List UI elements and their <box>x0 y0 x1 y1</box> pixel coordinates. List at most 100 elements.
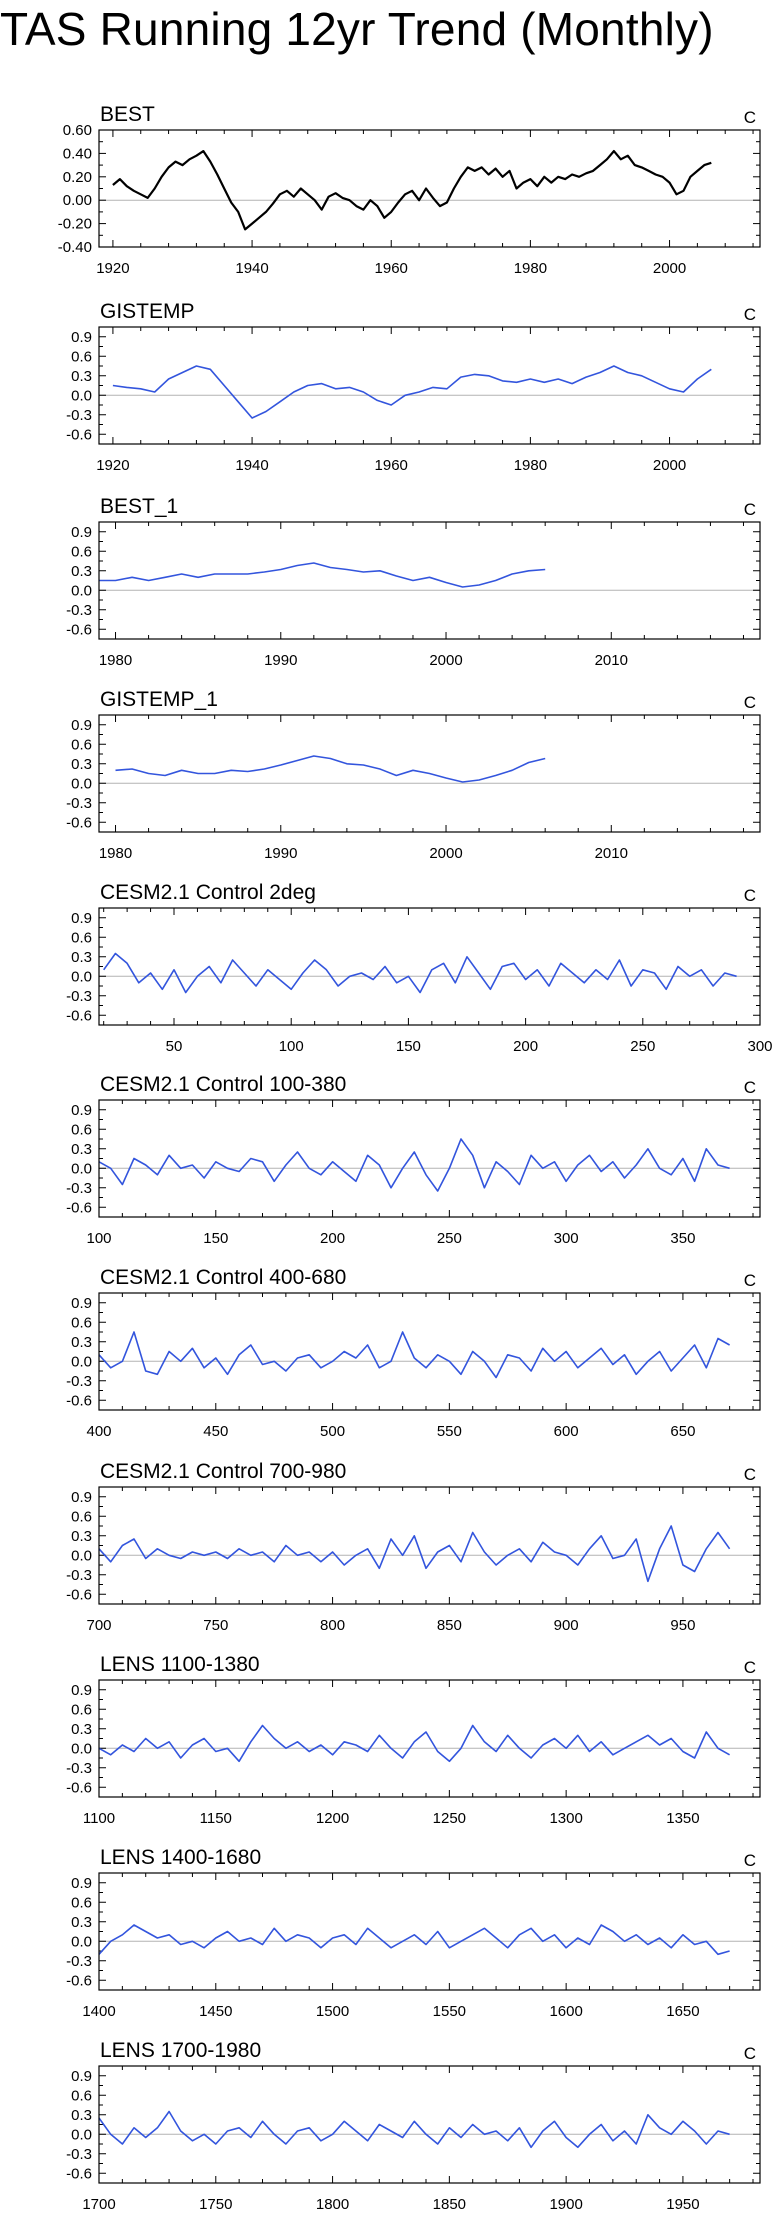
y-tick-label: 0.0 <box>71 582 92 599</box>
y-tick-label: 0.6 <box>71 543 92 560</box>
y-tick-label: 0.0 <box>71 968 92 985</box>
chart-panel-8: CESM2.1 Control 700-980 C -0.6 -0.3 0.0 0.3 0.… <box>66 1460 761 1634</box>
x-tick-label: 1980 <box>99 845 132 862</box>
series-line <box>112 150 712 231</box>
series-line <box>98 1525 731 1583</box>
x-tick-label: 1300 <box>549 1810 582 1827</box>
x-tick-label: 950 <box>670 1617 695 1634</box>
y-tick-label: 0.9 <box>71 910 92 927</box>
y-tick-label: 0.0 <box>71 1160 92 1177</box>
y-tick-label: -0.3 <box>66 407 92 424</box>
y-tick-label: 0.0 <box>71 1933 92 1950</box>
x-tick-label: 350 <box>670 1230 695 1247</box>
y-tick-label: 0.40 <box>63 145 92 162</box>
y-tick-label: 0.3 <box>71 756 92 773</box>
series-line <box>103 952 737 994</box>
y-tick-label: 0.3 <box>71 368 92 385</box>
y-tick-label: -0.6 <box>66 621 92 638</box>
units-label: C <box>744 1271 756 1290</box>
y-tick-label: -0.3 <box>66 988 92 1005</box>
chart-panel-11: LENS 1700-1980 C -0.6 -0.3 0.0 0.3 0.6 0.9 1700 1… <box>66 2039 761 2213</box>
chart-title: CESM2.1 Control 100-380 <box>100 1073 346 1096</box>
y-tick-label: 0.6 <box>71 1894 92 1911</box>
chart-title: LENS 1400-1680 <box>100 1846 261 1869</box>
y-tick-label: 0.3 <box>71 1914 92 1931</box>
y-tick-label: -0.6 <box>66 814 92 831</box>
x-tick-label: 1980 <box>99 652 132 669</box>
y-tick-label: -0.3 <box>66 2146 92 2163</box>
y-tick-label: -0.3 <box>66 795 92 812</box>
chart-panel-6: CESM2.1 Control 100-380 C -0.6 -0.3 0.0 0.3 0.… <box>66 1073 761 1247</box>
y-tick-label: 0.9 <box>71 1102 92 1119</box>
y-tick-label: 0.3 <box>71 1721 92 1738</box>
y-tick-label: 0.3 <box>71 1141 92 1158</box>
y-tick-label: 0.9 <box>71 717 92 734</box>
y-tick-label: -0.6 <box>66 1972 92 1989</box>
y-tick-label: 0.0 <box>71 387 92 404</box>
x-tick-label: 200 <box>513 1038 538 1055</box>
x-tick-label: 600 <box>554 1423 579 1440</box>
y-tick-label: -0.3 <box>66 1373 92 1390</box>
chart-title: LENS 1100-1380 <box>100 1653 260 1676</box>
x-tick-label: 100 <box>86 1230 111 1247</box>
y-tick-label: -0.3 <box>66 1567 92 1584</box>
x-tick-label: 1960 <box>375 457 408 474</box>
x-tick-label: 1940 <box>235 457 268 474</box>
units-label: C <box>744 1078 756 1097</box>
units-label: C <box>744 1658 756 1677</box>
x-tick-label: 850 <box>437 1617 462 1634</box>
x-tick-label: 2010 <box>595 652 628 669</box>
series-line <box>115 755 546 783</box>
plot-frame <box>98 1872 761 1991</box>
y-tick-label: 0.0 <box>71 1547 92 1564</box>
chart-title: BEST <box>100 103 155 126</box>
x-tick-label: 1800 <box>316 2196 349 2213</box>
x-tick-label: 750 <box>203 1617 228 1634</box>
series-line <box>98 1724 730 1763</box>
y-tick-label: 0.60 <box>63 122 92 139</box>
x-tick-label: 500 <box>320 1423 345 1440</box>
plot-frame <box>98 326 761 445</box>
x-tick-label: 1450 <box>199 2003 232 2020</box>
x-tick-label: 1150 <box>200 1810 232 1827</box>
y-tick-label: 0.9 <box>71 1682 92 1699</box>
x-tick-label: 1950 <box>666 2196 699 2213</box>
x-tick-label: 1600 <box>549 2003 582 2020</box>
chart-panel-10: LENS 1400-1680 C -0.6 -0.3 0.0 0.3 0.6 0.9 1400 1… <box>66 1846 761 2020</box>
series-line <box>99 562 546 588</box>
units-label: C <box>744 108 756 127</box>
y-tick-label: 0.6 <box>71 1121 92 1138</box>
x-tick-label: 700 <box>86 1617 111 1634</box>
units-label: C <box>744 500 756 519</box>
units-label: C <box>744 1851 756 1870</box>
x-tick-label: 300 <box>747 1038 772 1055</box>
chart-panel-4: GISTEMP_1 C -0.6 -0.3 0.0 0.3 0.6 0.9 1980 1990 20… <box>66 688 761 862</box>
x-tick-label: 150 <box>203 1230 228 1247</box>
series-line <box>98 1331 730 1379</box>
y-tick-label: -0.20 <box>58 216 92 233</box>
chart-title: GISTEMP <box>100 300 195 323</box>
plot-frame <box>98 521 761 640</box>
x-tick-label: 1400 <box>82 2003 115 2020</box>
x-tick-label: 1980 <box>514 260 547 277</box>
x-tick-label: 1750 <box>199 2196 232 2213</box>
y-tick-label: 0.6 <box>71 1314 92 1331</box>
units-label: C <box>744 1465 756 1484</box>
y-tick-label: 0.3 <box>71 1334 92 1351</box>
x-tick-label: 2000 <box>429 845 462 862</box>
y-tick-label: 0.3 <box>71 949 92 966</box>
x-tick-label: 200 <box>320 1230 345 1247</box>
x-tick-label: 450 <box>203 1423 228 1440</box>
x-tick-label: 2000 <box>653 260 686 277</box>
chart-panel-5: CESM2.1 Control 2deg C -0.6 -0.3 0.0 0.3 0.6 0.… <box>66 881 772 1055</box>
y-tick-label: -0.6 <box>66 1586 92 1603</box>
x-tick-label: 1940 <box>235 260 268 277</box>
y-tick-label: 0.6 <box>71 348 92 365</box>
chart-title: CESM2.1 Control 700-980 <box>100 1460 346 1483</box>
plot-frame <box>98 1292 761 1411</box>
y-tick-label: 0.9 <box>71 1489 92 1506</box>
plot-frame <box>98 2065 761 2184</box>
units-label: C <box>744 305 756 324</box>
y-tick-label: 0.6 <box>71 736 92 753</box>
y-tick-label: -0.6 <box>66 1779 92 1796</box>
